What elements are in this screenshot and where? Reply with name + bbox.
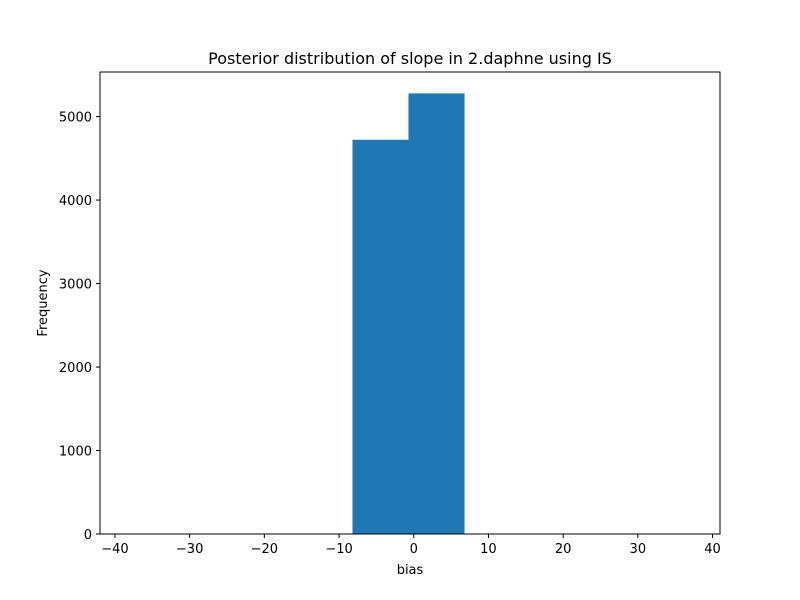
y-axis-label: Frequency: [36, 269, 51, 336]
histogram-bar: [352, 139, 409, 534]
y-tick-label: 1000: [59, 445, 92, 460]
y-tick-label: 2000: [59, 361, 92, 376]
y-tick-label: 5000: [59, 111, 92, 126]
x-axis-ticks: −40 −30 −20 −10 0 10 20 30 40: [101, 534, 721, 557]
bars-layer: [352, 93, 465, 534]
x-tick-label: −20: [251, 542, 278, 557]
x-tick-label: 30: [630, 542, 647, 557]
plot-frame: [99, 71, 721, 535]
x-tick-label: 20: [555, 542, 572, 557]
y-tick-label: 0: [84, 528, 92, 543]
x-tick-label: 10: [480, 542, 497, 557]
x-axis-label: bias: [397, 563, 424, 578]
x-tick-label: −30: [176, 542, 203, 557]
y-tick-label: 4000: [59, 194, 92, 209]
x-tick-label: 0: [410, 542, 418, 557]
x-tick-label: −40: [101, 542, 128, 557]
y-axis-ticks: 0 1000 2000 3000 4000 5000: [59, 111, 100, 543]
x-tick-label: −10: [325, 542, 352, 557]
y-tick-label: 3000: [59, 278, 92, 293]
x-tick-label: 40: [704, 542, 721, 557]
chart-title: Posterior distribution of slope in 2.dap…: [208, 49, 612, 68]
histogram-bar: [408, 93, 465, 534]
